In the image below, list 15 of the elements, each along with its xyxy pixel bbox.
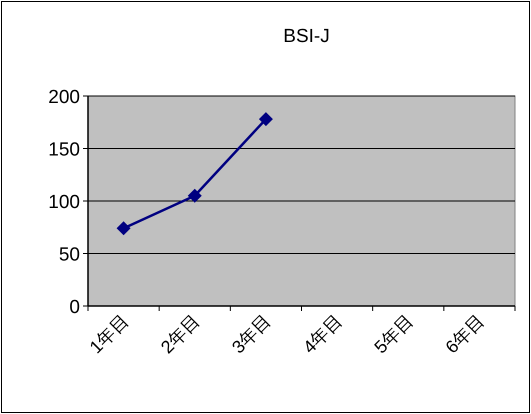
x-tick-label: 4年目	[299, 310, 346, 358]
point	[188, 188, 202, 203]
x-tick-label: 2年目	[156, 310, 204, 358]
y-tick-label: 50	[58, 244, 80, 266]
y-tick-label: 150	[48, 140, 80, 160]
chart-title: BSI-J	[283, 26, 330, 47]
y-tick-label: 100	[48, 192, 80, 213]
y-tick-label: 200	[48, 87, 80, 108]
x-tick-label: 3年目	[228, 310, 275, 358]
point	[258, 112, 273, 126]
x-tick-label: 5年目	[370, 310, 418, 358]
y-tick-label: 0	[69, 297, 80, 318]
point	[116, 221, 131, 236]
x-tick-label: 1年目	[86, 310, 132, 358]
x-tick-label: 6年目	[442, 310, 488, 358]
